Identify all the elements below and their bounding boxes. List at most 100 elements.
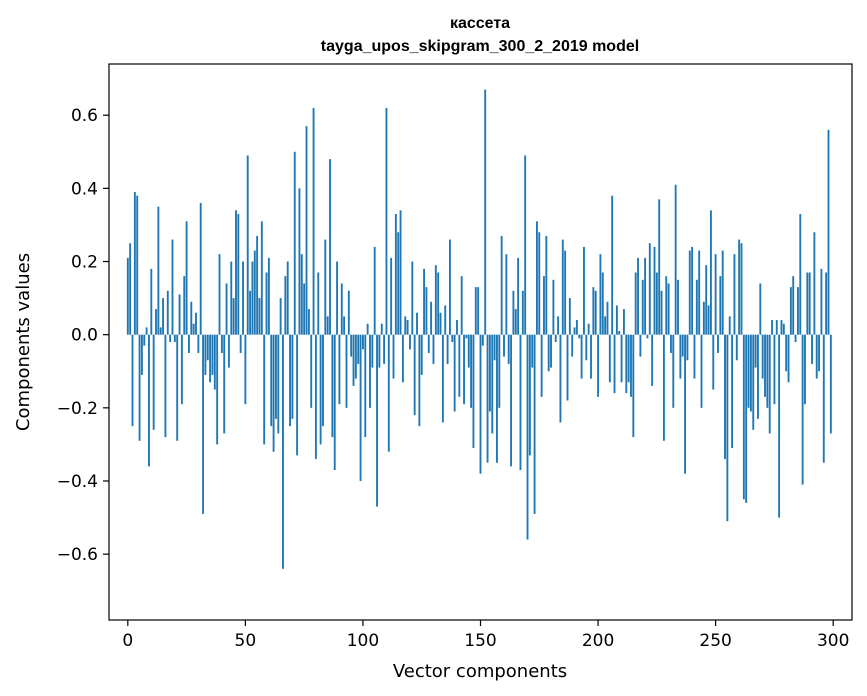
bar-81 (317, 272, 320, 335)
bar-188 (568, 298, 571, 335)
bar-96 (352, 334, 355, 386)
bar-298 (827, 129, 830, 335)
bar-162 (507, 334, 510, 364)
bar-111 (387, 334, 390, 452)
bar-277 (778, 334, 781, 518)
bar-278 (780, 320, 783, 335)
bar-140 (456, 320, 458, 335)
bar-75 (303, 283, 306, 335)
bar-285 (796, 287, 799, 335)
bar-34 (206, 334, 209, 361)
bar-260 (738, 239, 741, 335)
bar-272 (766, 334, 769, 408)
bar-22 (178, 294, 181, 335)
bar-259 (735, 334, 738, 361)
x-tick-label: 300 (817, 631, 849, 651)
bar-50 (244, 334, 247, 405)
bar-228 (662, 334, 665, 441)
bar-0 (126, 257, 129, 335)
bar-126 (423, 268, 426, 335)
bar-256 (728, 316, 731, 335)
bar-222 (648, 243, 651, 335)
bar-213 (627, 334, 630, 383)
bar-258 (733, 254, 736, 335)
bar-80 (314, 334, 317, 460)
bar-200 (597, 334, 599, 397)
bar-85 (326, 316, 329, 335)
bar-61 (270, 334, 273, 427)
bar-172 (531, 334, 534, 368)
bar-171 (528, 334, 531, 456)
bar-269 (759, 283, 762, 335)
bar-39 (218, 254, 221, 335)
bar-286 (799, 213, 802, 335)
x-axis-label: Vector components (393, 661, 567, 682)
bar-88 (333, 334, 336, 471)
bar-12 (155, 309, 157, 335)
bar-67 (284, 276, 287, 335)
bar-33 (204, 334, 207, 375)
bar-211 (622, 309, 625, 335)
bar-137 (448, 239, 451, 335)
bar-199 (594, 290, 597, 335)
bar-106 (376, 334, 378, 507)
bar-194 (583, 246, 585, 335)
bar-210 (620, 334, 623, 383)
bar-23 (180, 334, 183, 405)
bar-187 (566, 334, 569, 401)
bar-129 (430, 301, 433, 335)
bar-58 (263, 334, 266, 445)
bars-group (126, 89, 832, 569)
bar-175 (538, 232, 541, 335)
bar-166 (517, 257, 520, 335)
bar-234 (677, 279, 679, 335)
bar-127 (425, 287, 428, 335)
bar-124 (418, 334, 421, 427)
bar-105 (373, 246, 376, 335)
bar-66 (282, 334, 284, 569)
bar-216 (634, 272, 637, 335)
bar-72 (296, 334, 299, 456)
bar-233 (674, 184, 677, 335)
bar-122 (413, 334, 416, 416)
bar-20 (173, 334, 176, 342)
bar-95 (350, 334, 353, 357)
bar-8 (145, 327, 148, 335)
bar-238 (686, 334, 689, 361)
bar-193 (580, 334, 583, 379)
bar-274 (771, 320, 773, 335)
bar-84 (324, 239, 327, 335)
bar-18 (169, 334, 172, 342)
bar-107 (378, 334, 381, 368)
bar-204 (606, 301, 609, 335)
bar-247 (707, 305, 710, 335)
bar-280 (785, 334, 788, 372)
bar-151 (481, 334, 484, 346)
bar-190 (573, 327, 576, 335)
bar-99 (359, 334, 362, 481)
bar-246 (705, 265, 708, 335)
bar-268 (757, 334, 759, 419)
bar-288 (804, 334, 806, 405)
bar-53 (251, 261, 254, 335)
x-tick-label: 200 (582, 631, 614, 651)
bar-2 (131, 334, 134, 427)
y-tick-label: −0.4 (57, 472, 98, 492)
bar-35 (209, 334, 212, 383)
bar-78 (310, 334, 313, 408)
bar-48 (239, 334, 242, 353)
bar-207 (613, 334, 616, 394)
bar-264 (747, 334, 750, 408)
bar-82 (319, 334, 322, 445)
bar-186 (564, 250, 567, 335)
bar-76 (305, 126, 308, 335)
bar-195 (585, 334, 588, 361)
bar-265 (749, 334, 752, 412)
bar-70 (291, 334, 294, 419)
bar-154 (488, 334, 491, 412)
bar-24 (183, 276, 186, 335)
bar-263 (745, 334, 748, 503)
bar-16 (164, 334, 167, 438)
chart-title: кассета (450, 15, 510, 32)
